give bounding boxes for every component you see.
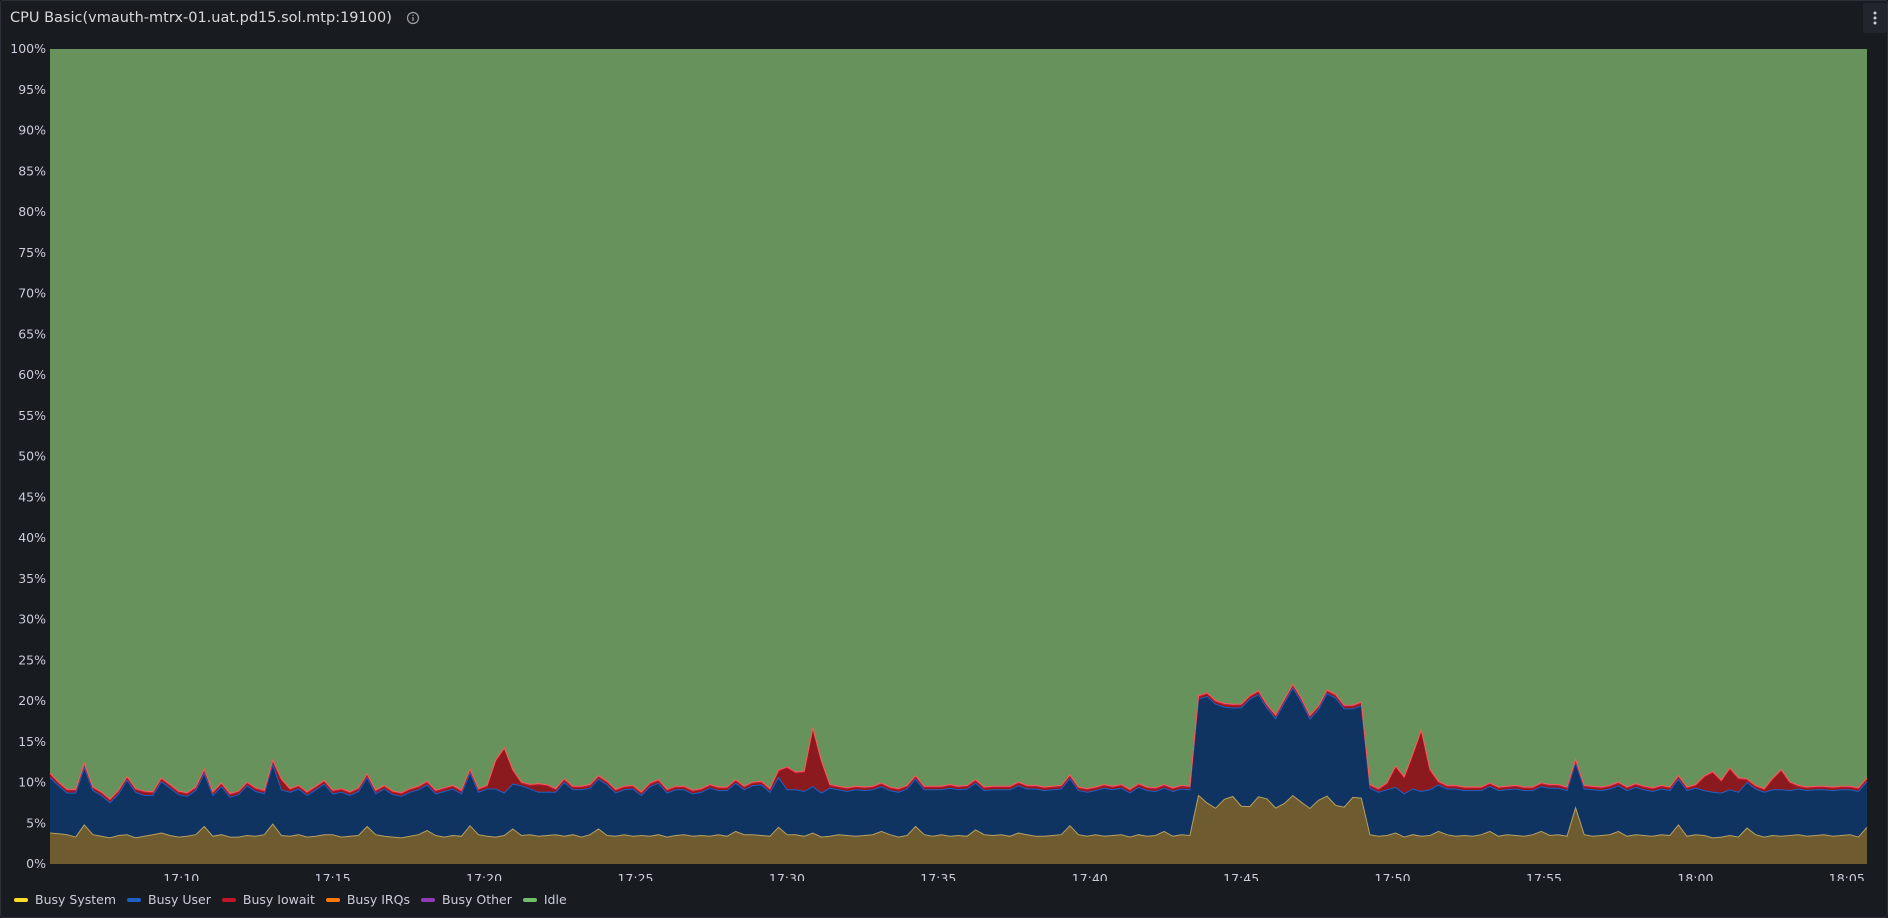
vertical-ellipsis-icon[interactable] xyxy=(1863,3,1887,33)
legend-label: Busy IRQs xyxy=(346,892,410,907)
y-tick-label: 45% xyxy=(18,489,46,504)
y-tick-label: 75% xyxy=(18,245,46,260)
x-tick-label: 17:10 xyxy=(163,871,199,881)
y-tick-label: 5% xyxy=(26,815,46,830)
y-tick-label: 80% xyxy=(18,204,46,219)
legend-label: Busy Other xyxy=(441,892,512,907)
legend-label: Idle xyxy=(543,892,567,907)
y-tick-label: 85% xyxy=(18,163,46,178)
legend-swatch xyxy=(522,897,537,902)
legend-swatch xyxy=(14,897,28,902)
x-tick-label: 17:20 xyxy=(466,871,502,881)
x-tick-label: 18:05 xyxy=(1829,871,1865,881)
legend-item[interactable]: Idle xyxy=(522,892,567,907)
x-tick-label: 17:15 xyxy=(315,871,351,881)
legend-item[interactable]: Busy User xyxy=(127,892,211,907)
series-area-busy-system xyxy=(50,795,1867,864)
chart-legend: Busy System Busy User Busy Iowait Busy IRQs… xyxy=(14,892,578,907)
y-tick-label: 10% xyxy=(18,775,46,790)
y-tick-label: 20% xyxy=(18,693,46,708)
legend-label: Busy System xyxy=(35,892,116,907)
info-circle-icon[interactable] xyxy=(406,11,420,25)
panel-title[interactable]: CPU Basic(vmauth-mtrx-01.uat.pd15.sol.mt… xyxy=(10,10,392,26)
x-tick-label: 17:50 xyxy=(1375,871,1411,881)
series-line-busy-iowait xyxy=(49,684,1868,802)
series-line-busy-system xyxy=(49,794,1868,839)
legend-swatch xyxy=(127,897,141,902)
x-tick-label: 17:30 xyxy=(769,871,805,881)
series-area-busy-iowait xyxy=(50,685,1867,803)
y-tick-label: 95% xyxy=(18,82,46,97)
legend-label: Busy User xyxy=(148,892,211,907)
y-tick-label: 70% xyxy=(18,286,46,301)
legend-swatch xyxy=(221,897,236,902)
y-tick-label: 15% xyxy=(18,734,46,749)
series-area-idle xyxy=(50,49,1867,864)
legend-item[interactable]: Busy System xyxy=(14,892,116,907)
legend-swatch xyxy=(325,897,340,902)
y-tick-label: 65% xyxy=(18,326,46,341)
x-tick-label: 17:45 xyxy=(1223,871,1259,881)
legend-label: Busy Iowait xyxy=(242,892,315,907)
cpu-stacked-area-chart[interactable]: 0% 5% 10% 15% 20% 25% 30% 35% 40% 45% 50% 55% 60% 65%… xyxy=(1,1,1887,881)
y-tick-label: 55% xyxy=(18,408,46,423)
y-tick-label: 35% xyxy=(18,571,46,586)
y-tick-label: 50% xyxy=(18,449,46,464)
y-tick-label: 25% xyxy=(18,652,46,667)
series-line-busy-other xyxy=(49,683,1868,800)
series-line-busy-user xyxy=(49,687,1868,804)
x-tick-label: 18:00 xyxy=(1677,871,1713,881)
y-tick-label: 100% xyxy=(10,41,46,56)
x-tick-label: 17:55 xyxy=(1526,871,1562,881)
series-area-busy-user xyxy=(50,688,1867,838)
x-tick-label: 17:40 xyxy=(1072,871,1108,881)
y-tick-label: 0% xyxy=(26,856,46,871)
x-tick-label: 17:35 xyxy=(920,871,956,881)
y-tick-label: 40% xyxy=(18,530,46,545)
x-tick-label: 17:25 xyxy=(617,871,653,881)
y-tick-label: 30% xyxy=(18,612,46,627)
panel-header: CPU Basic(vmauth-mtrx-01.uat.pd15.sol.mt… xyxy=(1,1,1887,35)
y-tick-label: 60% xyxy=(18,367,46,382)
y-tick-label: 90% xyxy=(18,123,46,138)
legend-swatch xyxy=(420,897,435,902)
legend-item[interactable]: Busy Iowait xyxy=(221,892,315,907)
legend-item[interactable]: Busy IRQs xyxy=(325,892,410,907)
legend-item[interactable]: Busy Other xyxy=(420,892,512,907)
